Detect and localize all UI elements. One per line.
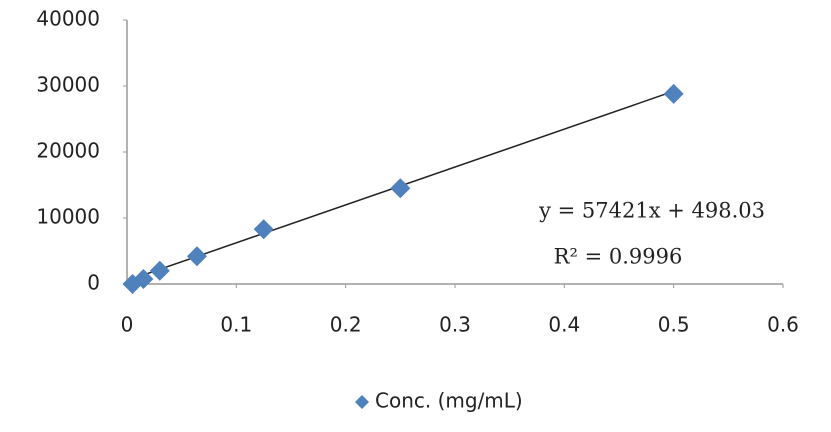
x-tick-label: 0.4 — [548, 313, 580, 337]
x-tick-label: 0.2 — [330, 313, 362, 337]
y-tick-label: 10000 — [36, 205, 100, 229]
legend-label: Conc. (mg/mL) — [375, 389, 523, 413]
data-point — [390, 178, 411, 199]
data-point — [186, 246, 207, 267]
y-tick-label: 20000 — [36, 139, 100, 163]
x-tick-label: 0 — [121, 313, 134, 337]
data-point — [663, 83, 684, 104]
data-point — [149, 260, 170, 281]
legend-marker — [355, 395, 369, 409]
x-tick-label: 0.3 — [439, 313, 471, 337]
x-tick-label: 0.1 — [220, 313, 252, 337]
y-tick-label: 0 — [87, 271, 100, 295]
x-tick-label: 0.6 — [767, 313, 799, 337]
r-squared: R² = 0.9996 — [554, 245, 683, 269]
data-point — [133, 268, 154, 289]
y-tick-label: 40000 — [36, 7, 100, 31]
trend-equation: y = 57421x + 498.03 — [538, 199, 765, 223]
x-tick-label: 0.5 — [658, 313, 690, 337]
data-point — [253, 219, 274, 240]
y-tick-label: 30000 — [36, 73, 100, 97]
